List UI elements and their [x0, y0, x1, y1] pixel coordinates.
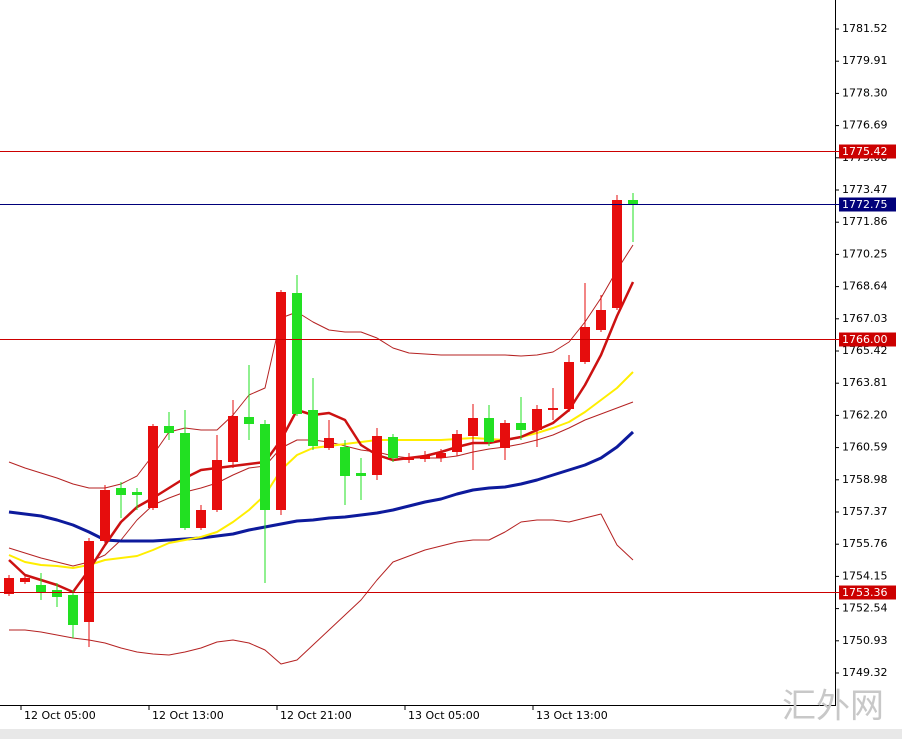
indicator-line: [8, 430, 635, 543]
y-tick-label: 1754.15: [842, 569, 888, 582]
y-tick-label: 1763.81: [842, 376, 888, 389]
candle-body: [100, 490, 110, 541]
candle-body: [548, 408, 558, 410]
indicator-line: [8, 244, 634, 489]
candle-body: [388, 437, 398, 458]
candle-body: [340, 447, 350, 476]
y-tick-label: 1776.69: [842, 119, 888, 132]
x-tick-label: 12 Oct 13:00: [152, 709, 224, 722]
indicator-line: [8, 281, 635, 594]
indicator-line: [8, 401, 634, 567]
candle-body: [116, 488, 126, 495]
indicator-line: [8, 371, 634, 569]
candle-body: [276, 292, 286, 510]
candle-body: [404, 457, 414, 460]
candle-body: [468, 418, 478, 436]
candle-body: [564, 362, 574, 409]
price-label-box: [839, 197, 896, 212]
candle-body: [596, 310, 606, 330]
price-label: 1753.36: [842, 586, 888, 599]
y-tick-label: 1770.25: [842, 247, 888, 260]
x-tick-label: 12 Oct 05:00: [24, 709, 96, 722]
y-tick-label: 1771.86: [842, 215, 888, 228]
y-tick-label: 1765.42: [842, 344, 888, 357]
candle-body: [164, 426, 174, 433]
candle-body: [436, 453, 446, 458]
candle-body: [356, 473, 366, 476]
candle-body: [36, 585, 46, 592]
y-tick-label: 1749.32: [842, 666, 888, 679]
candle-body: [420, 456, 430, 459]
price-label: 1775.42: [842, 145, 888, 158]
candle-body: [196, 510, 206, 528]
y-tick-label: 1762.20: [842, 408, 888, 421]
y-tick-label: 1755.76: [842, 537, 888, 550]
candle-body: [148, 426, 158, 508]
candle-body: [452, 434, 462, 452]
y-tick-label: 1779.91: [842, 54, 888, 67]
candle-body: [372, 436, 382, 475]
y-tick-label: 1758.98: [842, 473, 888, 486]
y-tick-label: 1767.03: [842, 312, 888, 325]
x-tick-label: 12 Oct 21:00: [280, 709, 352, 722]
candle-body: [500, 423, 510, 448]
candle-body: [68, 595, 78, 625]
candle-body: [324, 438, 334, 448]
y-tick-label: 1781.52: [842, 22, 888, 35]
candle-body: [20, 578, 30, 582]
price-label: 1766.00: [842, 333, 888, 346]
x-tick-label: 13 Oct 13:00: [536, 709, 608, 722]
candle-body: [4, 578, 14, 594]
candle-body: [212, 460, 222, 510]
price-label-box: [839, 144, 896, 159]
indicator-line: [9, 513, 634, 665]
candle-body: [628, 200, 638, 205]
y-tick-label: 1760.59: [842, 441, 888, 454]
y-tick-label: 1768.64: [842, 280, 888, 293]
y-tick-label: 1778.30: [842, 86, 888, 99]
y-tick-label: 1757.37: [842, 505, 888, 518]
x-tick-label: 13 Oct 05:00: [408, 709, 480, 722]
price-label-box: [839, 585, 896, 600]
candle-body: [516, 423, 526, 430]
price-label: 1772.75: [842, 198, 888, 211]
candle-body: [292, 293, 302, 414]
candle-body: [180, 433, 190, 528]
candle-body: [612, 200, 622, 308]
y-tick-label: 1773.47: [842, 183, 888, 196]
candle-body: [532, 409, 542, 430]
candle-body: [484, 418, 494, 442]
candle-body: [132, 492, 142, 495]
candle-body: [244, 417, 254, 424]
price-label-box: [839, 332, 896, 347]
candle-body: [308, 410, 318, 446]
watermark: 汇外网: [782, 687, 884, 727]
y-tick-label: 1752.54: [842, 602, 888, 615]
candle-body: [228, 416, 238, 462]
status-strip: [0, 729, 902, 739]
candle-body: [84, 541, 94, 622]
y-tick-label: 1750.93: [842, 634, 888, 647]
candle-body: [52, 590, 62, 597]
candle-body: [580, 327, 590, 362]
candle-body: [260, 424, 270, 510]
